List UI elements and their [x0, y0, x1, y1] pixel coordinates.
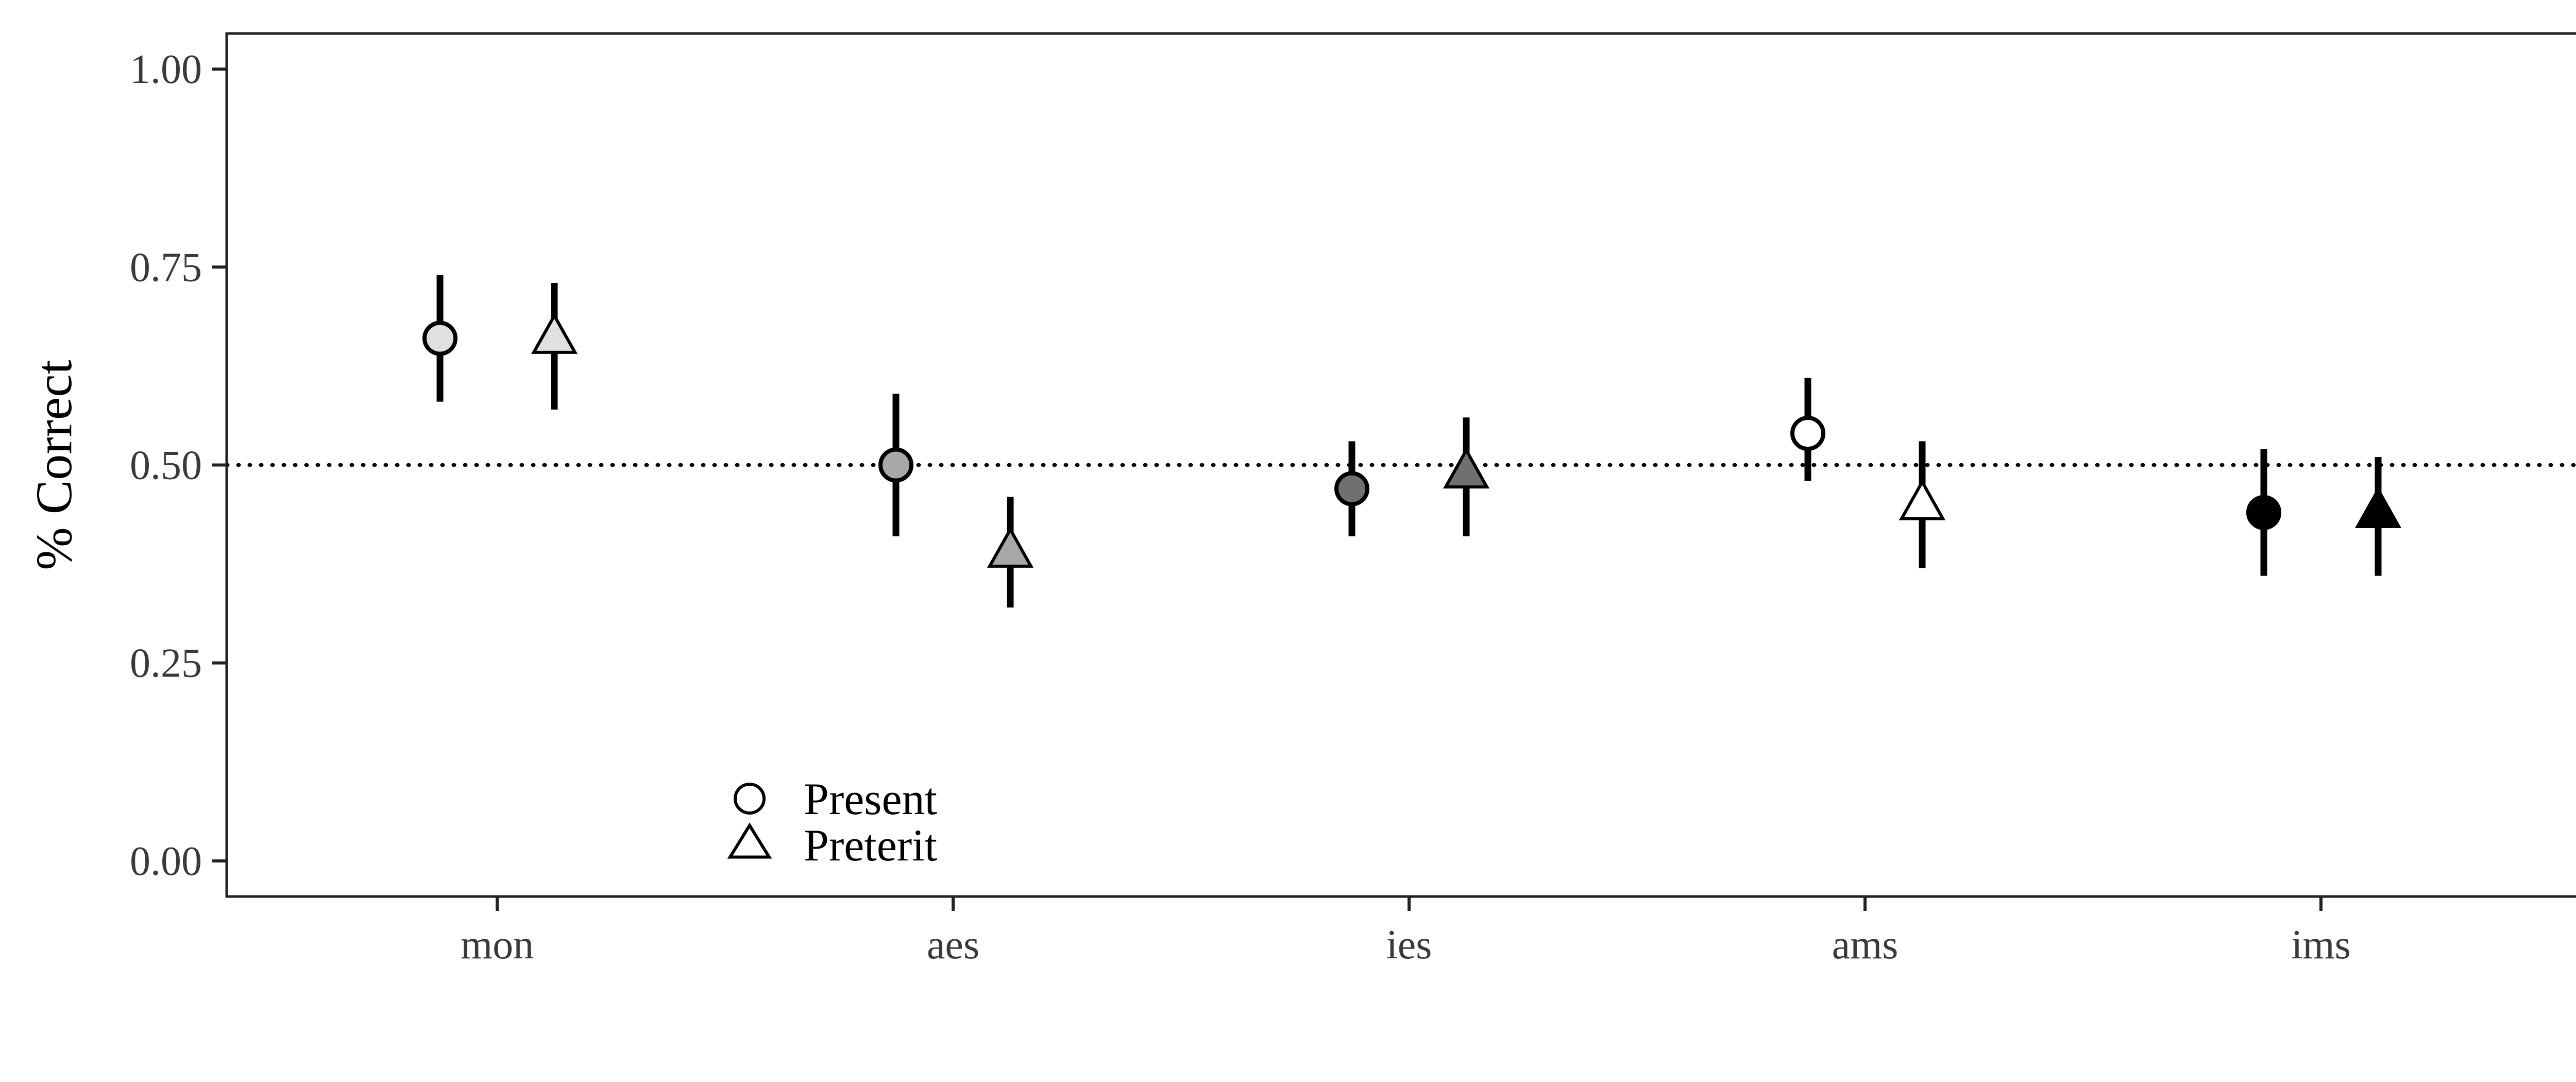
data-point — [987, 526, 1034, 568]
y-tick-label: 0.00 — [130, 839, 202, 884]
data-point — [2354, 486, 2402, 528]
legend-preterit-icon — [727, 822, 772, 859]
legend-label: Present — [804, 774, 937, 824]
data-point — [1899, 479, 1946, 520]
data-point — [422, 320, 457, 356]
y-axis-title: % Correct — [25, 360, 82, 570]
x-tick-label: ams — [1832, 922, 1899, 968]
x-tick-label: mon — [461, 922, 534, 968]
data-point — [1443, 447, 1490, 489]
y-tick-label: 1.00 — [130, 47, 202, 92]
data-point — [531, 312, 578, 354]
y-tick-label: 0.50 — [130, 443, 202, 488]
legend-present-icon — [734, 783, 766, 815]
data-point — [1334, 471, 1369, 506]
x-tick-label: aes — [927, 922, 979, 968]
data-point — [1790, 416, 1825, 451]
x-tick-label: ims — [2291, 922, 2351, 968]
y-tick-label: 0.25 — [130, 641, 202, 686]
legend-label: Preterit — [804, 821, 937, 871]
data-point — [2246, 495, 2281, 530]
x-tick-label: ies — [1386, 922, 1432, 968]
y-tick-label: 0.75 — [130, 245, 202, 290]
data-point — [878, 447, 913, 483]
